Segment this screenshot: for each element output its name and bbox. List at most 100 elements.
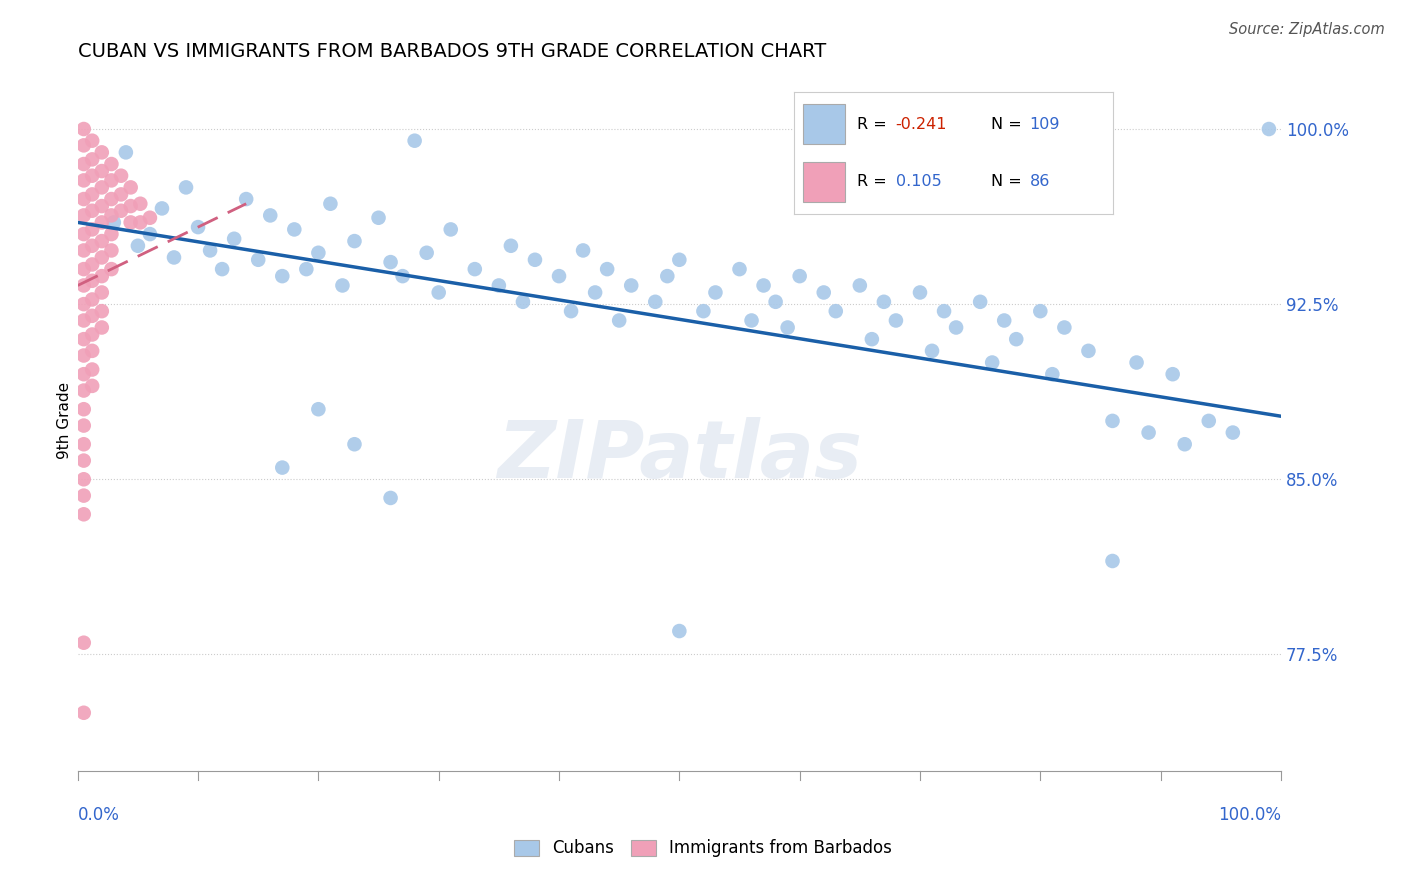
Point	[73, 418, 96, 433]
Text: 0.0%: 0.0%	[77, 806, 120, 824]
Point	[1258, 122, 1281, 136]
Point	[211, 262, 233, 277]
Point	[523, 252, 546, 267]
Point	[120, 180, 142, 194]
Point	[295, 262, 318, 277]
Point	[981, 355, 1004, 369]
Point	[90, 269, 112, 284]
Point	[860, 332, 883, 346]
Point	[969, 294, 991, 309]
Point	[499, 239, 522, 253]
Point	[668, 624, 690, 638]
Point	[73, 636, 96, 650]
Point	[572, 244, 595, 258]
Point	[1005, 332, 1028, 346]
Point	[488, 278, 510, 293]
Point	[73, 297, 96, 311]
Point	[380, 255, 402, 269]
Point	[993, 313, 1015, 327]
Y-axis label: 9th Grade: 9th Grade	[58, 383, 72, 459]
Point	[73, 313, 96, 327]
Text: CUBAN VS IMMIGRANTS FROM BARBADOS 9TH GRADE CORRELATION CHART: CUBAN VS IMMIGRANTS FROM BARBADOS 9TH GR…	[77, 42, 825, 61]
Point	[139, 227, 162, 241]
Point	[884, 313, 907, 327]
Point	[415, 245, 437, 260]
Point	[82, 327, 104, 342]
Point	[73, 453, 96, 467]
Point	[224, 232, 246, 246]
Point	[103, 215, 125, 229]
Point	[1222, 425, 1244, 440]
Point	[1137, 425, 1160, 440]
Point	[100, 192, 122, 206]
Point	[90, 180, 112, 194]
Point	[319, 196, 342, 211]
Point	[90, 145, 112, 160]
Point	[110, 169, 132, 183]
Point	[120, 199, 142, 213]
Point	[271, 460, 294, 475]
Point	[73, 173, 96, 187]
Point	[728, 262, 751, 277]
Point	[73, 384, 96, 398]
Point	[752, 278, 775, 293]
Point	[644, 294, 666, 309]
Point	[765, 294, 787, 309]
Point	[620, 278, 643, 293]
Point	[82, 134, 104, 148]
Point	[73, 402, 96, 417]
Point	[73, 138, 96, 153]
Point	[945, 320, 967, 334]
Point	[73, 227, 96, 241]
Point	[73, 472, 96, 486]
Point	[129, 215, 152, 229]
Point	[82, 274, 104, 288]
Point	[115, 145, 138, 160]
Point	[271, 269, 294, 284]
Point	[90, 199, 112, 213]
Point	[127, 239, 149, 253]
Point	[873, 294, 896, 309]
Point	[247, 252, 270, 267]
Point	[73, 349, 96, 363]
Point	[343, 437, 366, 451]
Point	[73, 368, 96, 382]
Point	[440, 222, 463, 236]
Point	[657, 269, 679, 284]
Point	[741, 313, 763, 327]
Point	[82, 169, 104, 183]
Point	[235, 192, 257, 206]
Point	[82, 293, 104, 307]
Point	[73, 122, 96, 136]
Point	[1040, 368, 1063, 382]
Point	[82, 343, 104, 358]
Point	[129, 196, 152, 211]
Point	[100, 208, 122, 222]
Point	[1174, 437, 1197, 451]
Point	[560, 304, 582, 318]
Point	[163, 251, 186, 265]
Point	[73, 192, 96, 206]
Point	[668, 252, 690, 267]
Point	[307, 402, 329, 417]
Point	[82, 309, 104, 323]
Point	[90, 215, 112, 229]
Point	[100, 157, 122, 171]
Point	[73, 208, 96, 222]
Point	[82, 257, 104, 271]
Point	[90, 304, 112, 318]
Point	[607, 313, 630, 327]
Point	[307, 245, 329, 260]
Point	[90, 234, 112, 248]
Point	[73, 489, 96, 503]
Point	[100, 262, 122, 277]
Point	[548, 269, 571, 284]
Point	[1029, 304, 1052, 318]
Point	[82, 203, 104, 218]
Point	[427, 285, 450, 300]
Point	[73, 706, 96, 720]
Point	[90, 285, 112, 300]
Point	[100, 173, 122, 187]
Point	[110, 187, 132, 202]
Point	[90, 251, 112, 265]
